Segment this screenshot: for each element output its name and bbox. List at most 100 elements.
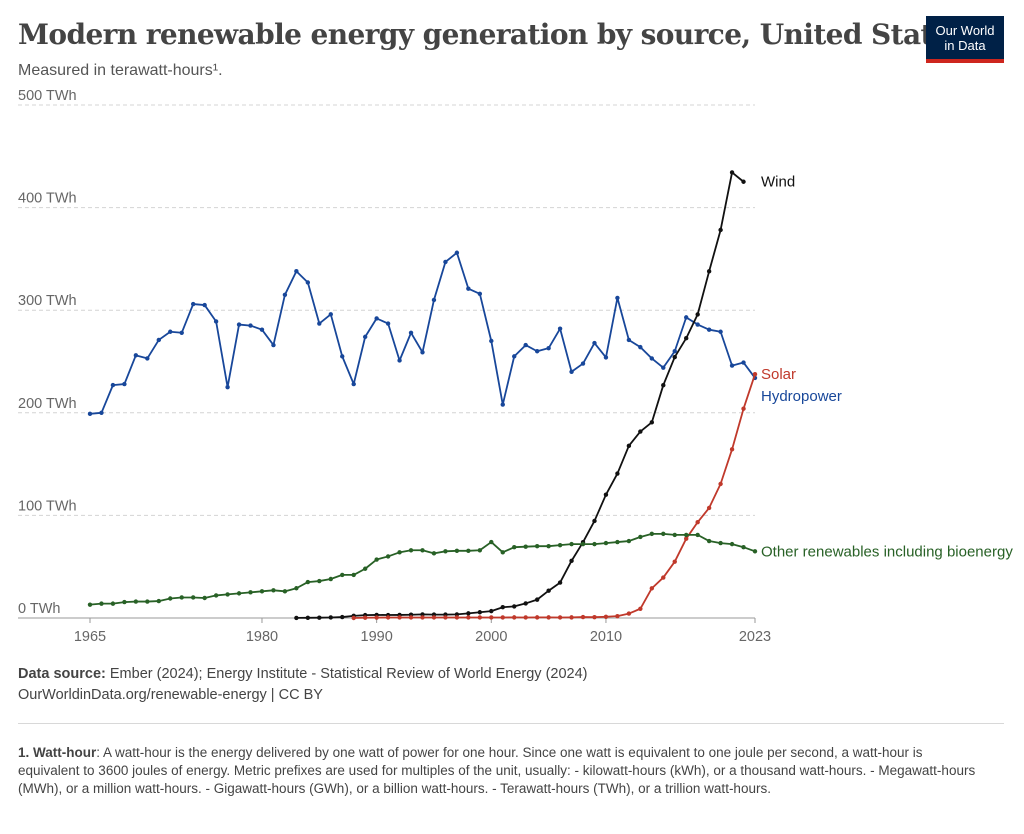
data-point [489, 338, 494, 344]
data-point [718, 329, 723, 334]
series-label: Hydropower [761, 388, 842, 405]
data-point [133, 353, 139, 358]
series-labels: Wind Solar Hydropower Other renewables incl… [761, 174, 1013, 561]
data-point [202, 302, 207, 308]
data-point [271, 342, 276, 348]
data-point [340, 614, 345, 620]
grid-lines [18, 104, 755, 619]
data-point [534, 615, 540, 620]
data-point [580, 541, 586, 547]
data-point [706, 327, 712, 332]
data-point [213, 319, 219, 324]
series-line [296, 171, 745, 619]
series-line [89, 532, 756, 606]
data-point [443, 549, 448, 554]
data-point [225, 592, 230, 597]
data-point [420, 615, 425, 620]
data-point [454, 612, 460, 617]
data-point [466, 286, 471, 291]
data-point [305, 615, 311, 620]
data-point [672, 354, 677, 360]
data-point [305, 280, 311, 285]
data-point [649, 531, 655, 537]
data-point [385, 554, 391, 559]
data-point [684, 336, 689, 341]
data-point [603, 614, 609, 619]
data-point [580, 614, 586, 620]
data-point [340, 572, 345, 578]
data-point [466, 615, 471, 620]
data-point [626, 443, 632, 449]
data-point [397, 615, 402, 620]
series-line [353, 373, 756, 619]
data-point [145, 356, 150, 361]
data-point [603, 540, 609, 546]
data-point [615, 295, 620, 301]
source-text: Ember (2024); Energy Institute - Statist… [109, 666, 588, 682]
data-point [661, 383, 666, 388]
data-point [87, 411, 93, 417]
data-point [661, 575, 666, 580]
data-point [454, 548, 460, 553]
data-point [752, 549, 758, 554]
data-point [592, 614, 597, 620]
url-line[interactable]: OurWorldinData.org/renewable-energy | CC… [18, 687, 323, 703]
data-point [236, 322, 242, 327]
data-point [546, 615, 551, 620]
data-point [420, 350, 425, 355]
y-tick-label: 400 TWh [18, 191, 77, 207]
data-point [374, 615, 379, 620]
logo-line-1: Our World [935, 23, 995, 38]
data-point [362, 615, 368, 620]
data-point [569, 369, 574, 374]
data-point [351, 615, 356, 621]
owid-logo[interactable]: Our World in Data [926, 16, 1004, 63]
series-lines [87, 170, 758, 621]
data-point [661, 365, 666, 370]
data-point [672, 532, 677, 538]
data-point [546, 543, 551, 549]
data-point [317, 578, 322, 584]
y-tick-label: 500 TWh [18, 90, 77, 104]
data-point [87, 602, 93, 607]
data-point [706, 505, 712, 511]
data-point [557, 615, 563, 620]
series-label: Wind [761, 174, 795, 191]
data-point [592, 541, 597, 547]
data-point [729, 170, 735, 175]
data-point [408, 548, 414, 553]
data-point [466, 548, 471, 553]
data-point [615, 471, 620, 476]
data-point [477, 291, 483, 296]
data-point [684, 536, 689, 541]
data-point [271, 588, 276, 593]
data-point [706, 269, 712, 274]
footnote: 1. Watt-hour: A watt-hour is the energy … [18, 744, 978, 798]
data-point [145, 599, 150, 604]
x-tick-label: 2000 [475, 629, 507, 645]
data-point [615, 539, 620, 545]
data-point [729, 363, 735, 368]
data-point [351, 381, 356, 387]
data-point [557, 542, 563, 548]
data-point [248, 590, 253, 595]
data-point [638, 344, 643, 350]
data-point [248, 323, 253, 328]
data-point [294, 269, 299, 274]
data-point [706, 538, 712, 544]
data-point [99, 601, 104, 606]
data-point [317, 615, 322, 620]
series-label: Solar [761, 366, 796, 383]
data-point [557, 326, 563, 331]
y-tick-label: 0 TWh [18, 601, 60, 617]
data-point [626, 337, 632, 343]
data-point [718, 227, 723, 233]
data-point [523, 342, 528, 348]
series-label: Other renewables including bioenergy [761, 543, 1013, 560]
data-point [477, 615, 483, 620]
data-point [580, 361, 586, 366]
data-point [603, 355, 609, 360]
data-point [397, 358, 402, 363]
x-tick-label: 1980 [246, 629, 278, 645]
data-point [397, 550, 402, 555]
